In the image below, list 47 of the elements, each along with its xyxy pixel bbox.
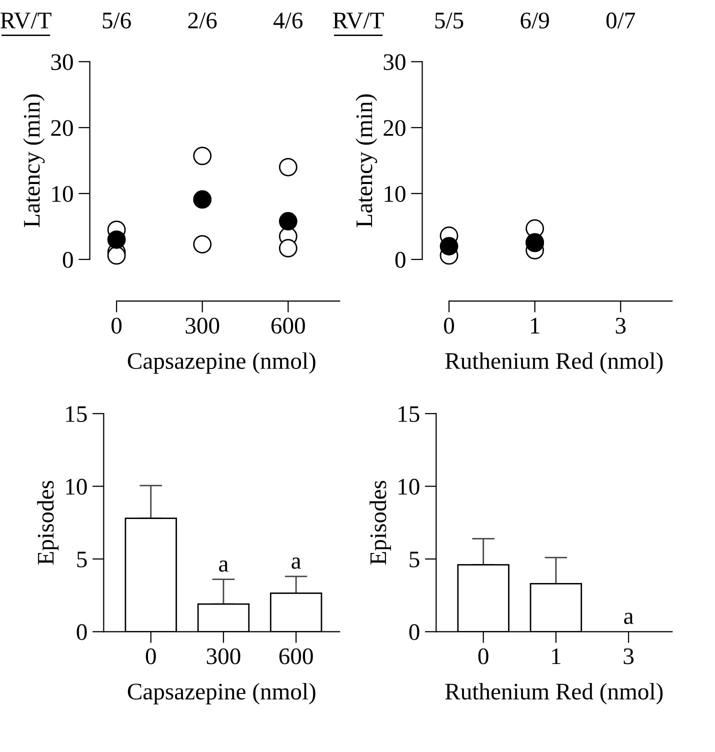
text: 2/6 [188, 12, 217, 28]
x-axis-title: Ruthenium Red (nmol) [445, 352, 663, 374]
text: RV/T [0, 12, 52, 29]
text: 6/9 [520, 12, 549, 28]
x-tick-label: 1 [530, 318, 540, 334]
x-axis-title: Capsazepine (nmol) [128, 682, 316, 704]
x-tick-label: 0 [112, 318, 122, 334]
y-axis-title: Latency (min) [23, 94, 45, 228]
text: 5/5 [435, 12, 464, 28]
y-tick-label: 15 [66, 406, 87, 422]
y-tick-label: 20 [384, 120, 406, 136]
x-tick-label: 3 [616, 318, 626, 334]
annotation: a [624, 612, 634, 624]
y-tick-label: 0 [76, 624, 87, 640]
text: RV/T [333, 12, 384, 29]
text: 0/7 [606, 12, 636, 28]
y-axis-title: Latency (min) [356, 94, 378, 228]
text: 5/6 [102, 12, 131, 28]
annotation: a [292, 558, 301, 569]
y-tick-label: 30 [384, 54, 406, 70]
y-axis-title: Episodes [370, 480, 392, 565]
x-tick-label: 600 [279, 648, 313, 664]
y-tick-label: 30 [51, 54, 73, 70]
x-axis-title: Ruthenium Red (nmol) [445, 682, 663, 704]
x-tick-label: 3 [624, 648, 634, 664]
x-tick-label: 1 [552, 648, 560, 664]
y-axis-title: Episodes [37, 480, 59, 565]
x-axis-title: Capsazepine (nmol) [128, 352, 316, 374]
annotation: a [219, 560, 228, 572]
y-tick-label: 0 [409, 624, 420, 640]
y-tick-label: 10 [52, 186, 73, 202]
y-tick-label: 10 [384, 186, 406, 202]
y-tick-label: 15 [398, 406, 420, 422]
x-tick-label: 600 [271, 318, 305, 334]
x-tick-label: 0 [444, 318, 454, 334]
y-tick-label: 5 [77, 552, 87, 568]
y-tick-label: 10 [66, 478, 87, 495]
x-tick-label: 0 [146, 648, 156, 664]
x-tick-label: 0 [478, 648, 488, 664]
y-tick-label: 5 [410, 552, 420, 568]
y-tick-label: 20 [51, 120, 73, 136]
x-tick-label: 300 [186, 318, 220, 334]
text: 4/6 [274, 12, 303, 28]
y-tick-label: 0 [62, 252, 73, 268]
x-tick-label: 300 [206, 648, 240, 664]
y-tick-label: 10 [398, 478, 420, 495]
y-tick-label: 0 [395, 252, 406, 268]
